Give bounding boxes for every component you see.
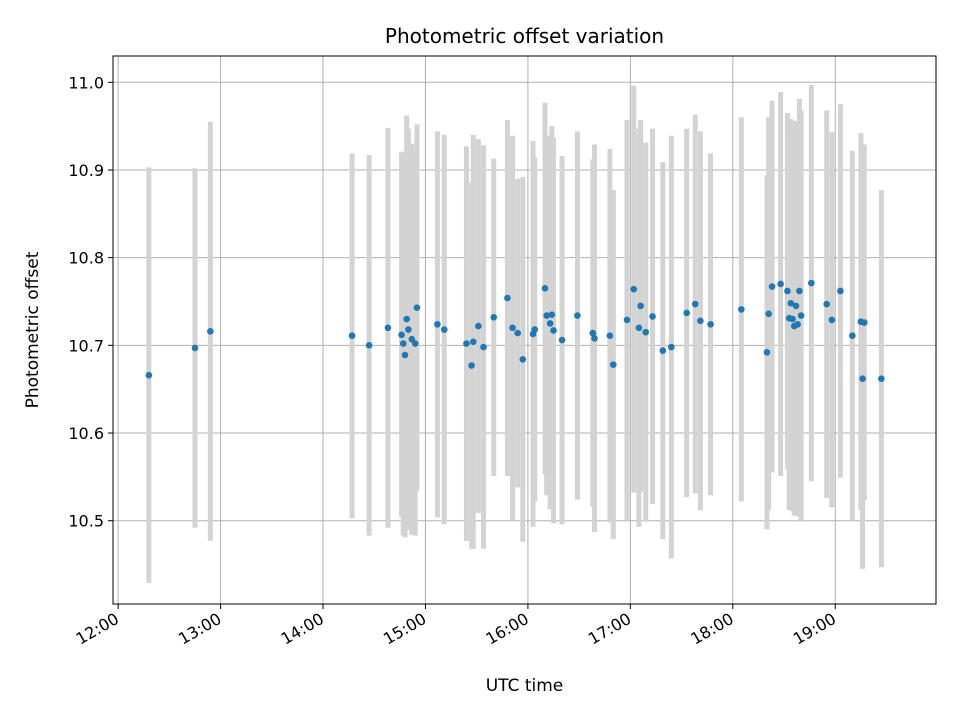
- data-point: [405, 326, 412, 333]
- data-point: [878, 375, 885, 382]
- data-point: [823, 300, 831, 308]
- y-tick-label: 10.9: [68, 161, 104, 180]
- data-point: [434, 321, 441, 328]
- data-point: [468, 362, 475, 369]
- data-point: [411, 340, 419, 347]
- data-point: [413, 304, 421, 311]
- data-point: [808, 279, 815, 287]
- data-point: [859, 375, 866, 382]
- data-point: [860, 319, 868, 326]
- data-point: [480, 343, 487, 351]
- data-point: [623, 316, 631, 324]
- data-point: [797, 312, 805, 319]
- plot-frame: [112, 55, 937, 605]
- data-point: [784, 287, 791, 295]
- data-point: [789, 315, 796, 323]
- data-point: [606, 332, 614, 339]
- y-tick-label: 10.8: [68, 249, 104, 268]
- data-point: [697, 317, 704, 325]
- data-point: [574, 312, 581, 319]
- y-axis-ticks: 10.5 10.6 10.7 10.8 10.9 11.0: [68, 73, 113, 531]
- data-point: [541, 285, 549, 292]
- data-point: [384, 324, 392, 332]
- data-point: [475, 322, 482, 330]
- data-point: [463, 340, 470, 347]
- data-point: [558, 336, 566, 344]
- data-point: [514, 329, 521, 337]
- x-axis-label: UTC time: [486, 676, 564, 696]
- data-point: [440, 326, 448, 333]
- data-point: [707, 321, 714, 328]
- data-point: [796, 287, 803, 295]
- data-point: [207, 328, 214, 335]
- y-tick-label: 11.0: [68, 73, 104, 92]
- data-point: [519, 356, 527, 363]
- data-point: [191, 344, 199, 352]
- data-point: [504, 294, 511, 302]
- data-point: [691, 300, 699, 308]
- data-point: [828, 316, 836, 324]
- data-point: [591, 335, 598, 342]
- data-point: [398, 331, 405, 339]
- data-point: [403, 315, 410, 323]
- data-point: [543, 312, 550, 319]
- y-tick-label: 10.6: [68, 424, 104, 443]
- data-point: [777, 280, 784, 288]
- data-point: [399, 340, 407, 347]
- data-point: [787, 299, 795, 307]
- data-point: [837, 287, 844, 295]
- data-point: [145, 371, 153, 379]
- y-tick-label: 10.5: [68, 512, 104, 531]
- data-point: [509, 324, 516, 332]
- data-point: [348, 332, 356, 339]
- data-point: [763, 349, 771, 356]
- data-point: [401, 351, 409, 359]
- data-point: [609, 361, 617, 368]
- data-point: [794, 321, 801, 328]
- y-tick-label: 10.7: [68, 336, 104, 355]
- data-point: [765, 310, 772, 318]
- data-point: [531, 326, 539, 333]
- data-point: [589, 329, 597, 337]
- data-points: [145, 279, 885, 382]
- data-point: [546, 320, 554, 327]
- data-point: [668, 343, 675, 351]
- data-point: [635, 324, 643, 332]
- data-point: [649, 313, 656, 320]
- data-point: [768, 283, 776, 290]
- data-point: [849, 332, 856, 339]
- y-axis-label: Photometric offset: [23, 251, 43, 408]
- chart-title: Photometric offset variation: [385, 24, 664, 48]
- data-point: [683, 309, 691, 317]
- data-point: [490, 313, 498, 321]
- data-point: [550, 327, 557, 334]
- data-point: [659, 347, 667, 354]
- data-point: [792, 302, 800, 310]
- data-point: [630, 285, 638, 293]
- data-point: [637, 302, 644, 310]
- data-point: [469, 338, 477, 346]
- data-point: [642, 328, 650, 336]
- data-point: [548, 311, 556, 318]
- data-point: [738, 306, 745, 313]
- data-point: [365, 342, 373, 349]
